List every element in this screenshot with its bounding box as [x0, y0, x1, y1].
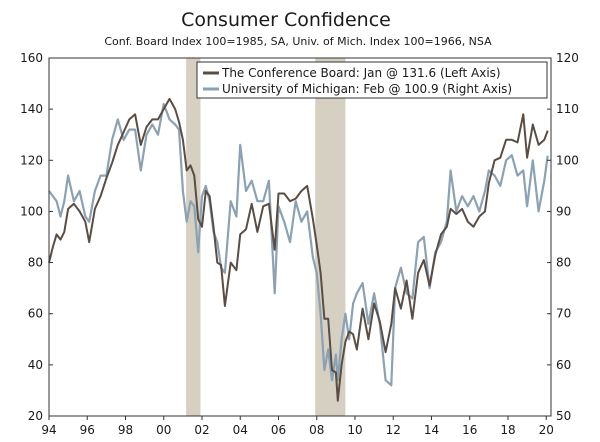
chart-subtitle: Conf. Board Index 100=1985, SA, Univ. of… [104, 35, 492, 48]
left-axis-tick-label: 100 [20, 204, 43, 218]
x-axis-tick-label: 96 [80, 423, 95, 437]
x-axis-tick-label: 02 [194, 423, 209, 437]
x-axis-tick-label: 12 [386, 423, 401, 437]
series-line-michigan [48, 102, 549, 387]
x-axis-tick-label: 20 [539, 423, 554, 437]
right-axis-tick-label: 90 [556, 204, 571, 218]
series-line-conference [48, 97, 549, 402]
chart-title: Consumer Confidence [181, 9, 391, 31]
right-axis-tick-label: 110 [556, 102, 579, 116]
right-axis-tick-label: 60 [556, 358, 571, 372]
x-axis-tick-label: 98 [118, 423, 133, 437]
right-axis-tick-label: 120 [556, 51, 579, 65]
left-axis-tick-label: 40 [28, 358, 43, 372]
x-axis-tick-label: 14 [424, 423, 439, 437]
x-axis-tick-label: 94 [41, 423, 56, 437]
legend: The Conference Board: Jan @ 131.6 (Left … [196, 61, 548, 99]
legend-box [196, 61, 548, 99]
right-axis-tick-label: 100 [556, 153, 579, 167]
x-axis-tick-label: 18 [500, 423, 515, 437]
recession-band-1 [186, 58, 201, 416]
left-axis-tick-label: 20 [28, 409, 43, 423]
x-axis-tick-label: 00 [156, 423, 171, 437]
legend-label-michigan: University of Michigan: Feb @ 100.9 (Rig… [222, 82, 512, 96]
legend-label-conference: The Conference Board: Jan @ 131.6 (Left … [221, 66, 501, 80]
left-axis-tick-label: 120 [20, 153, 43, 167]
right-axis-tick-label: 70 [556, 307, 571, 321]
series-lines [48, 97, 549, 402]
left-axis-tick-label: 140 [20, 102, 43, 116]
x-axis-tick-label: 08 [309, 423, 324, 437]
x-axis-tick-label: 10 [347, 423, 362, 437]
recession-bands [186, 58, 346, 416]
x-axis-tick-label: 16 [462, 423, 477, 437]
left-axis-tick-label: 60 [28, 307, 43, 321]
right-axis-tick-label: 50 [556, 409, 571, 423]
left-axis-tick-label: 160 [20, 51, 43, 65]
x-axis-tick-label: 04 [233, 423, 248, 437]
plot-frame [48, 57, 552, 417]
right-axis-tick-label: 80 [556, 256, 571, 270]
x-axis-tick-label: 06 [271, 423, 286, 437]
axes: 20 40 60 80 100 120 140 160 50 60 70 80 90 100 110 120 9… [20, 51, 579, 437]
left-axis-tick-label: 80 [28, 256, 43, 270]
